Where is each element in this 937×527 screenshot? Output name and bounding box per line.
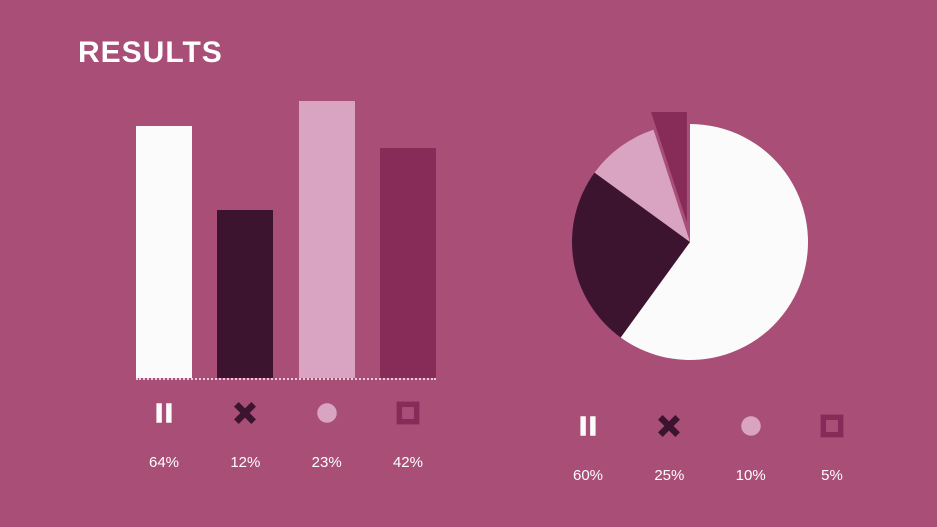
legend-cell bbox=[804, 413, 860, 439]
bar-value-label: 23% bbox=[299, 454, 355, 471]
circle-icon bbox=[314, 400, 340, 426]
pie-chart-legend bbox=[560, 413, 860, 439]
bar-value-label: 64% bbox=[136, 454, 192, 471]
x-icon bbox=[232, 400, 258, 426]
bars-icon bbox=[151, 400, 177, 426]
legend-cell bbox=[217, 400, 273, 426]
legend-cell bbox=[723, 413, 779, 439]
bar-chart: 64% 12% 23% 42% bbox=[136, 100, 436, 471]
pie-chart: 60% 25% 10% 5% bbox=[560, 112, 860, 484]
legend-cell bbox=[560, 413, 616, 439]
bar-chart-legend bbox=[136, 400, 436, 426]
bars-icon bbox=[575, 413, 601, 439]
square-icon bbox=[819, 413, 845, 439]
bar-chart-plot bbox=[136, 100, 436, 380]
pie-chart-values: 60% 25% 10% 5% bbox=[560, 467, 860, 484]
legend-cell bbox=[299, 400, 355, 426]
legend-cell bbox=[641, 413, 697, 439]
legend-cell bbox=[136, 400, 192, 426]
page-title: RESULTS bbox=[78, 36, 223, 70]
bar-value-label: 12% bbox=[217, 454, 273, 471]
legend-cell bbox=[380, 400, 436, 426]
bar-chart-values: 64% 12% 23% 42% bbox=[136, 454, 436, 471]
square-icon bbox=[395, 400, 421, 426]
pie-value-label: 10% bbox=[723, 467, 779, 484]
x-icon bbox=[656, 413, 682, 439]
bar bbox=[136, 126, 192, 378]
pie-chart-plot bbox=[560, 112, 860, 382]
bar-value-label: 42% bbox=[380, 454, 436, 471]
bar bbox=[217, 210, 273, 378]
pie-value-label: 5% bbox=[804, 467, 860, 484]
bar bbox=[380, 148, 436, 378]
pie-value-label: 25% bbox=[641, 467, 697, 484]
bar bbox=[299, 101, 355, 378]
circle-icon bbox=[738, 413, 764, 439]
pie-value-label: 60% bbox=[560, 467, 616, 484]
